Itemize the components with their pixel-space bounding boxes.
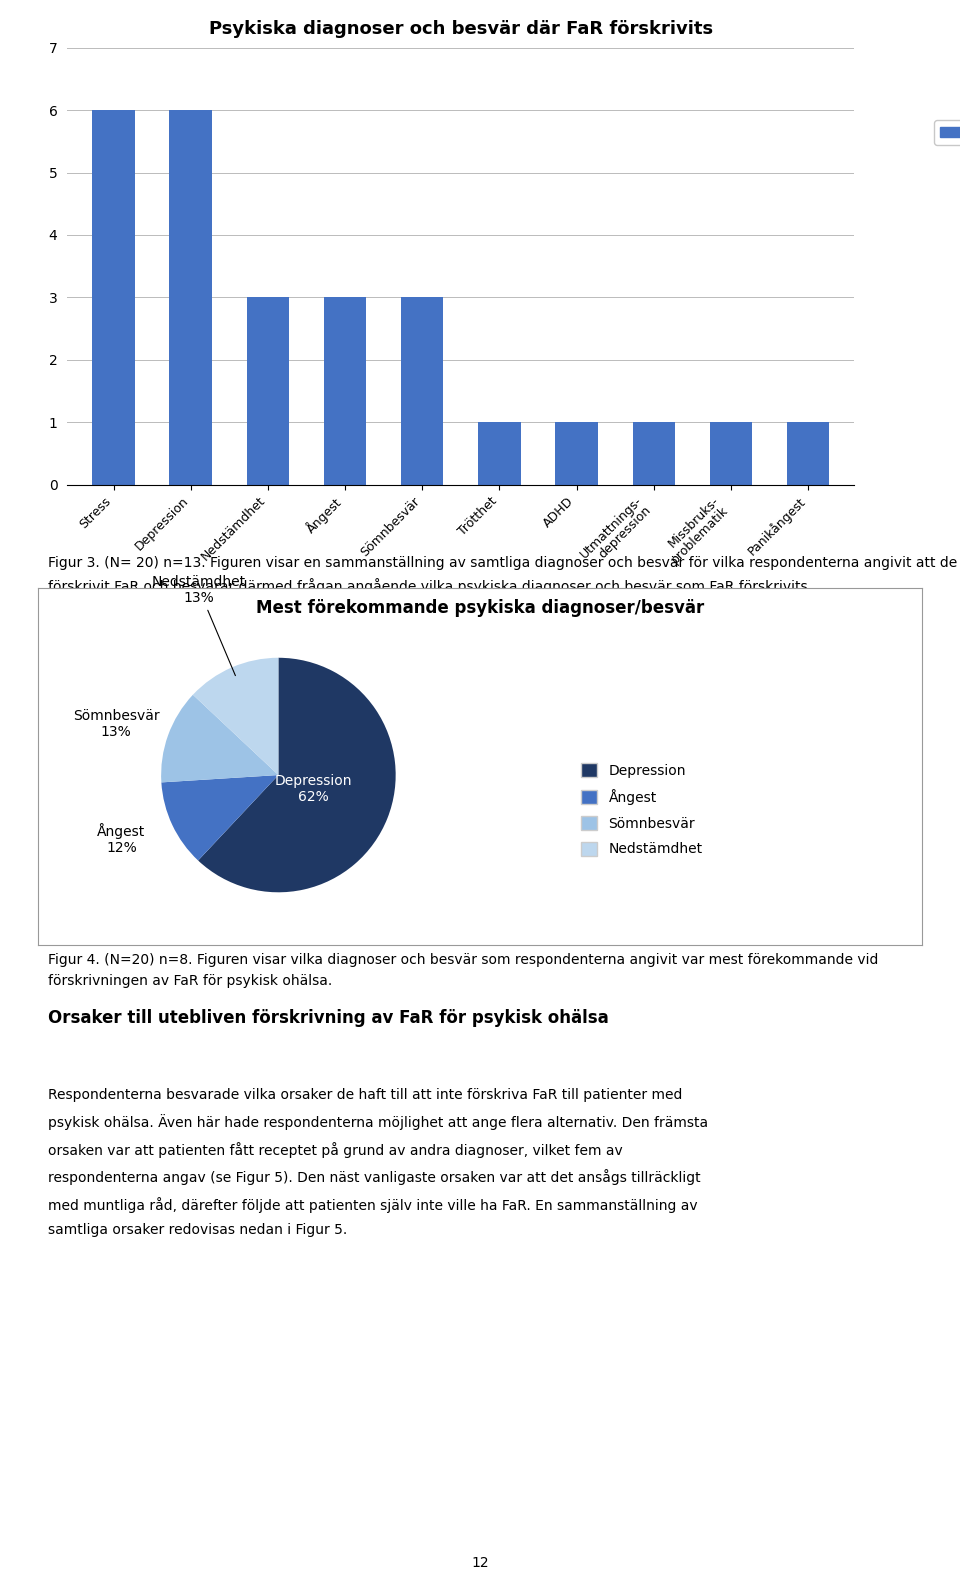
Title: Psykiska diagnoser och besvär där FaR förskrivits: Psykiska diagnoser och besvär där FaR fö… bbox=[208, 19, 713, 38]
Bar bbox=[787, 423, 829, 485]
Bar bbox=[555, 423, 598, 485]
Text: Figur 4. (N=20) n=8. Figuren visar vilka diagnoser och besvär som respondenterna: Figur 4. (N=20) n=8. Figuren visar vilka… bbox=[48, 953, 878, 988]
Bar bbox=[92, 110, 134, 485]
Legend: Antal: Antal bbox=[934, 121, 960, 145]
Text: Depression
62%: Depression 62% bbox=[275, 774, 352, 804]
Wedge shape bbox=[161, 694, 278, 782]
Text: Ångest
12%: Ångest 12% bbox=[97, 823, 146, 855]
Text: Nedstämdhet
13%: Nedstämdhet 13% bbox=[152, 575, 246, 675]
Bar bbox=[170, 110, 212, 485]
Bar bbox=[324, 297, 367, 485]
Text: Sömnbesvär
13%: Sömnbesvär 13% bbox=[73, 709, 159, 739]
Bar bbox=[633, 423, 675, 485]
Legend: Depression, Ångest, Sömnbesvär, Nedstämdhet: Depression, Ångest, Sömnbesvär, Nedstämd… bbox=[575, 758, 708, 861]
Bar bbox=[247, 297, 289, 485]
Text: 12: 12 bbox=[471, 1556, 489, 1570]
Wedge shape bbox=[193, 658, 278, 775]
Wedge shape bbox=[161, 775, 278, 861]
Bar bbox=[709, 423, 752, 485]
Text: Respondenterna besvarade vilka orsaker de haft till att inte förskriva FaR till : Respondenterna besvarade vilka orsaker d… bbox=[48, 1088, 708, 1236]
Text: Orsaker till utebliven förskrivning av FaR för psykisk ohälsa: Orsaker till utebliven förskrivning av F… bbox=[48, 1009, 609, 1026]
Bar bbox=[478, 423, 520, 485]
Text: Mest förekommande psykiska diagnoser/besvär: Mest förekommande psykiska diagnoser/bes… bbox=[256, 599, 704, 617]
Text: Figur 3. (N= 20) n=13. Figuren visar en sammanställning av samtliga diagnoser oc: Figur 3. (N= 20) n=13. Figuren visar en … bbox=[48, 556, 957, 594]
Wedge shape bbox=[198, 658, 396, 893]
Bar bbox=[401, 297, 444, 485]
